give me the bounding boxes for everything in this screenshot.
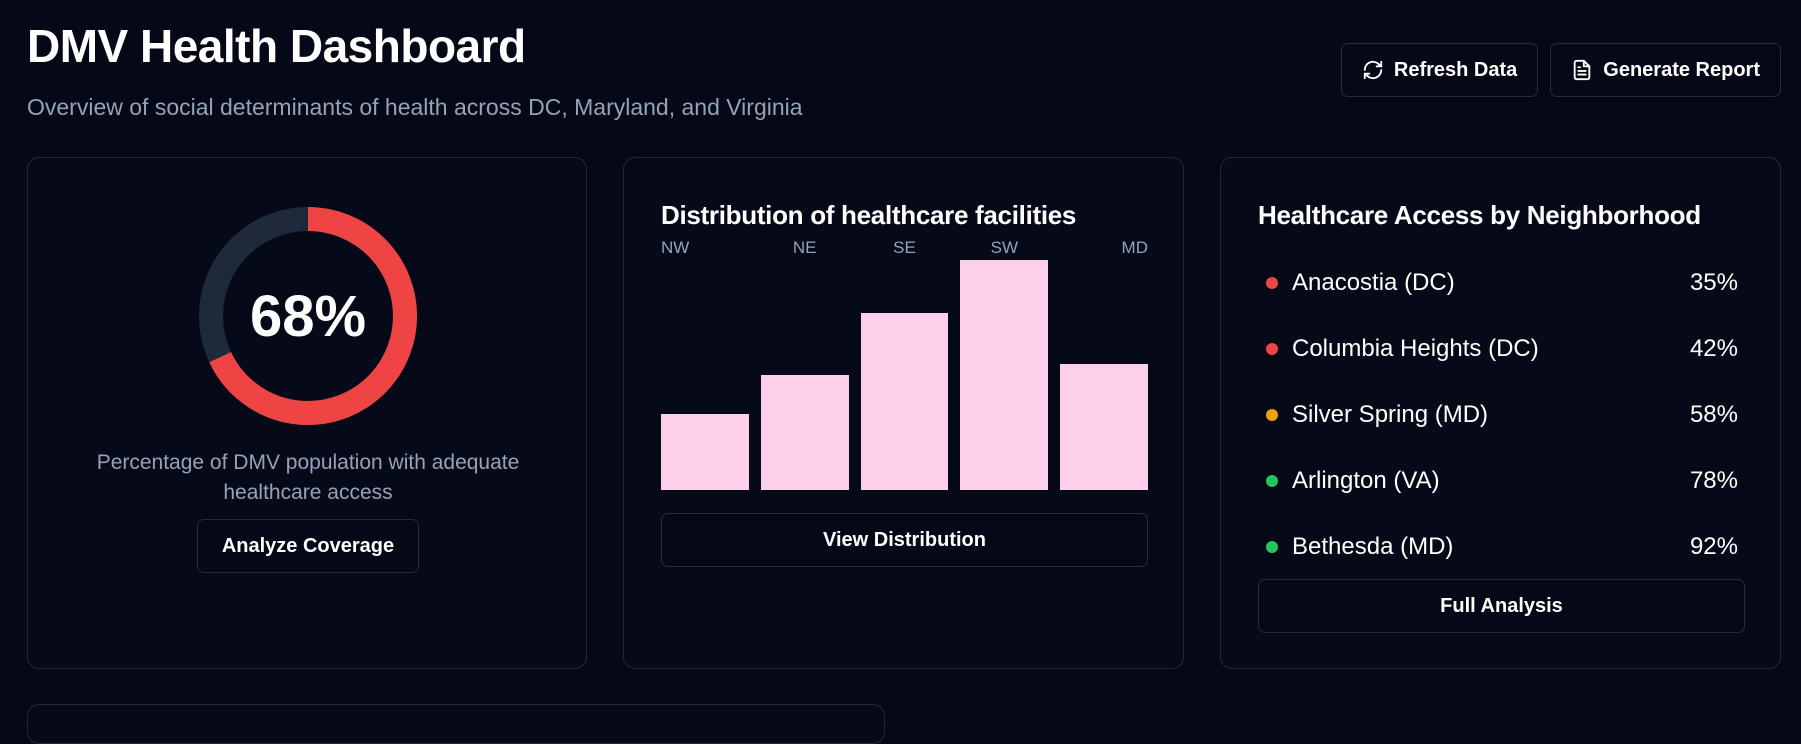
page-subtitle: Overview of social determinants of healt… bbox=[27, 94, 803, 120]
coverage-percentage: 68% bbox=[249, 283, 367, 349]
bar-chart bbox=[661, 260, 1148, 490]
bar-label-sw: SW bbox=[990, 238, 1018, 257]
neighborhood-name: Arlington (VA) bbox=[1292, 467, 1440, 494]
full-analysis-button[interactable]: Full Analysis bbox=[1258, 579, 1745, 633]
bar-label-ne: NE bbox=[792, 238, 817, 257]
neighborhood-name: Silver Spring (MD) bbox=[1292, 401, 1489, 428]
generate-report-button[interactable]: Generate Report bbox=[1550, 43, 1781, 97]
list-item: Columbia Heights (DC) 42% bbox=[1258, 316, 1745, 382]
list-item: Anacostia (DC) 35% bbox=[1258, 250, 1745, 316]
status-dot bbox=[1266, 541, 1278, 553]
neighborhood-name: Bethesda (MD) bbox=[1292, 533, 1454, 560]
refresh-data-label: Refresh Data bbox=[1393, 58, 1518, 81]
bar-category-labels: NW NE SE SW MD bbox=[661, 238, 1148, 260]
list-item: Bethesda (MD) 92% bbox=[1258, 514, 1745, 580]
document-icon bbox=[1574, 59, 1591, 81]
bar-label-se: SE bbox=[893, 238, 916, 257]
bar-label-nw: NW bbox=[661, 238, 690, 257]
coverage-donut: 68% bbox=[197, 205, 419, 427]
refresh-data-button[interactable]: Refresh Data bbox=[1340, 43, 1539, 97]
list-item: Arlington (VA) 78% bbox=[1258, 448, 1745, 514]
coverage-card: 68% Percentage of DMV population with ad… bbox=[27, 157, 587, 669]
header-actions: Refresh Data Generate Report bbox=[1340, 43, 1781, 97]
neighborhood-name: Anacostia (DC) bbox=[1292, 269, 1455, 296]
neighborhood-percentage: 35% bbox=[1689, 269, 1738, 296]
neighborhood-percentage: 78% bbox=[1689, 467, 1738, 494]
bar-ne bbox=[760, 375, 849, 490]
neighborhood-title: Healthcare Access by Neighborhood bbox=[1258, 200, 1701, 230]
page-header: DMV Health Dashboard Overview of social … bbox=[27, 18, 803, 122]
neighborhood-percentage: 58% bbox=[1689, 401, 1738, 428]
secondary-card bbox=[27, 704, 885, 744]
bar-label-md: MD bbox=[1121, 238, 1148, 257]
distribution-card: Distribution of healthcare facilities NW… bbox=[623, 157, 1184, 669]
page-title: DMV Health Dashboard bbox=[27, 20, 526, 72]
analyze-coverage-button[interactable]: Analyze Coverage bbox=[197, 519, 419, 573]
status-dot bbox=[1266, 277, 1278, 289]
neighborhood-card: Healthcare Access by Neighborhood Anacos… bbox=[1220, 157, 1781, 669]
neighborhood-list: Anacostia (DC) 35% Columbia Heights (DC)… bbox=[1258, 250, 1745, 580]
refresh-icon bbox=[1363, 60, 1383, 80]
status-dot bbox=[1266, 343, 1278, 355]
bar-md bbox=[1060, 363, 1148, 490]
neighborhood-percentage: 42% bbox=[1689, 335, 1738, 362]
generate-report-label: Generate Report bbox=[1603, 58, 1760, 81]
coverage-caption: Percentage of DMV population with adequa… bbox=[96, 451, 520, 504]
neighborhood-name: Columbia Heights (DC) bbox=[1292, 335, 1539, 362]
status-dot bbox=[1266, 475, 1278, 487]
view-distribution-button[interactable]: View Distribution bbox=[661, 513, 1148, 567]
distribution-title: Distribution of healthcare facilities bbox=[661, 200, 1077, 230]
bar-nw bbox=[661, 414, 749, 490]
list-item: Silver Spring (MD) 58% bbox=[1258, 382, 1745, 448]
bar-se bbox=[860, 312, 949, 490]
status-dot bbox=[1266, 409, 1278, 421]
donut-progress-arc bbox=[199, 207, 417, 425]
neighborhood-percentage: 92% bbox=[1689, 533, 1738, 560]
bar-sw bbox=[960, 260, 1049, 490]
